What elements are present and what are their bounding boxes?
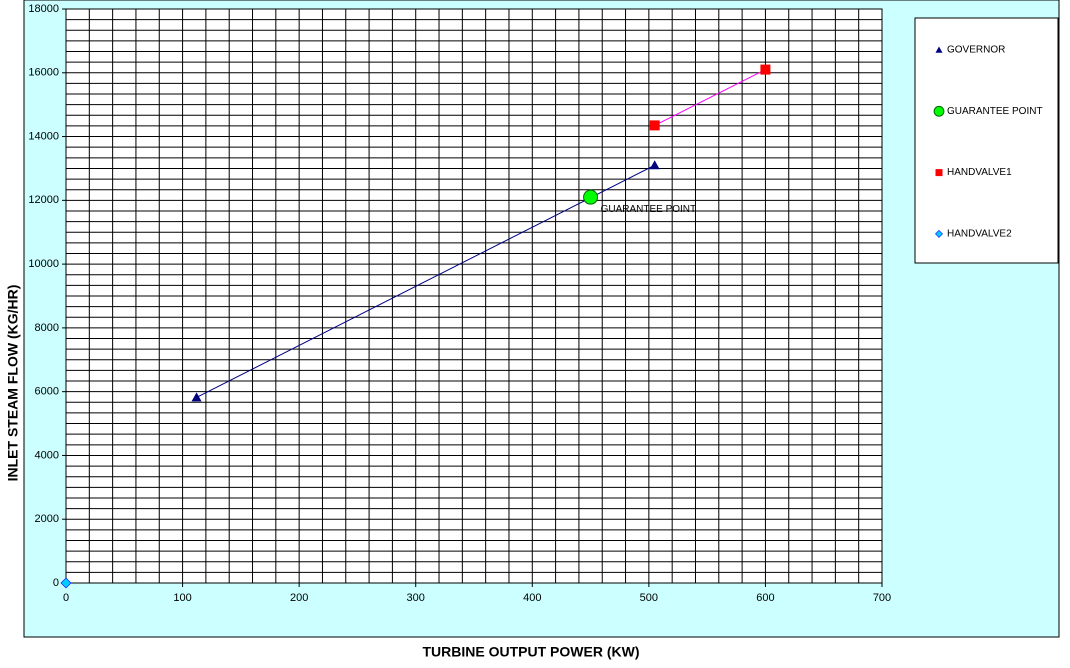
- y-tick-label: 4000: [35, 449, 59, 461]
- x-tick-label: 0: [63, 592, 69, 604]
- x-tick-label: 600: [756, 592, 774, 604]
- x-tick-label: 300: [407, 592, 425, 604]
- y-tick-label: 16000: [28, 67, 59, 79]
- legend-marker: [935, 46, 943, 53]
- plot-border: [65, 8, 883, 584]
- series-line: [196, 164, 655, 398]
- y-tick-label: 12000: [28, 194, 59, 206]
- y-axis-title: INLET STEAM FLOW (KG/HR): [5, 285, 21, 482]
- legend-marker: [935, 229, 943, 238]
- x-tick-label: 400: [523, 592, 541, 604]
- x-tick-label: 700: [873, 592, 891, 604]
- y-tick-label: 6000: [35, 386, 59, 398]
- diamond-marker: [60, 577, 72, 589]
- legend-marker: [933, 105, 945, 117]
- x-tick-label: 500: [640, 592, 658, 604]
- legend-label: HANDVALVE2: [947, 229, 1012, 240]
- legend-box: [914, 17, 1059, 264]
- y-tick-label: 8000: [35, 322, 59, 334]
- x-axis-title: TURBINE OUTPUT POWER (KW): [423, 644, 640, 660]
- legend-label: GUARANTEE POINT: [947, 106, 1043, 117]
- triangle-marker: [191, 392, 202, 402]
- legend-marker: [935, 169, 943, 177]
- triangle-marker: [649, 160, 660, 170]
- series-line: [654, 69, 766, 126]
- square-marker: [649, 120, 660, 131]
- y-tick-label: 10000: [28, 258, 59, 270]
- legend-label: HANDVALVE1: [947, 167, 1012, 178]
- y-tick-label: 18000: [28, 3, 59, 15]
- square-marker: [760, 64, 771, 75]
- y-tick-label: 2000: [35, 513, 59, 525]
- y-tick-label: 0: [53, 577, 59, 589]
- y-tick-label: 14000: [28, 130, 59, 142]
- legend-label: GOVERNOR: [947, 45, 1005, 56]
- circle-marker: [583, 189, 599, 205]
- grid: [65, 8, 883, 584]
- x-tick-label: 200: [290, 592, 308, 604]
- point-label: GUARANTEE POINT: [601, 204, 697, 215]
- x-tick-label: 100: [173, 592, 191, 604]
